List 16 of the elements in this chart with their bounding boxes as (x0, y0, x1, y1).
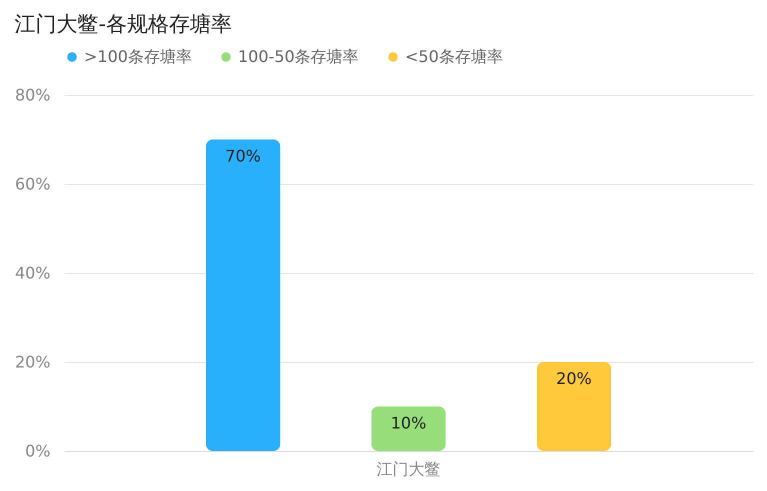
data-label: 20% (556, 369, 592, 388)
y-tick-label: 20% (14, 352, 50, 372)
legend-label: <50条存塘率 (405, 47, 503, 66)
y-tick-label: 60% (14, 174, 50, 194)
chart-title: 江门大鳖-各规格存塘率 (14, 12, 232, 36)
legend-label: >100条存塘率 (84, 47, 192, 66)
data-label: 10% (390, 414, 426, 432)
y-tick-label: 80% (14, 86, 50, 104)
y-tick-label: 40% (14, 264, 50, 282)
bar (206, 140, 280, 451)
data-label: 70% (225, 146, 261, 166)
y-tick-label: 0% (25, 442, 50, 460)
bar (536, 362, 612, 451)
legend-label: 100-50条存塘率 (238, 47, 359, 66)
bar (371, 406, 446, 451)
x-tick-label: 江门大鳖 (376, 460, 440, 478)
